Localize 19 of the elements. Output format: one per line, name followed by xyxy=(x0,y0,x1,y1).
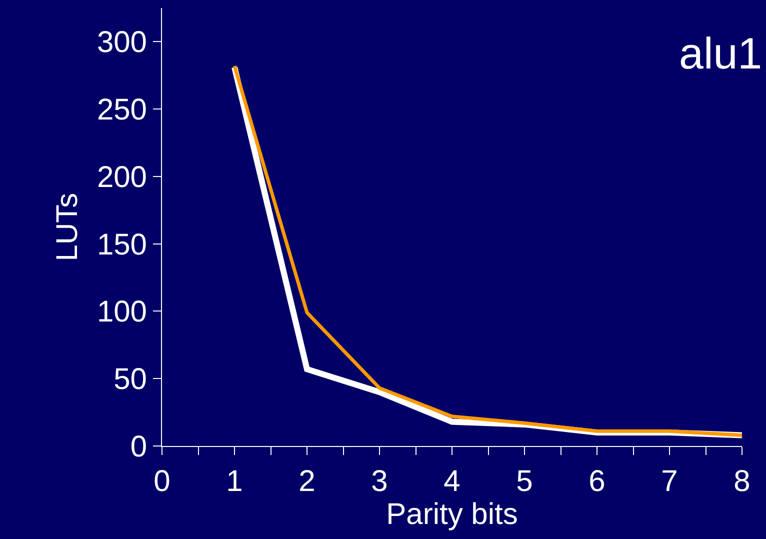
x-axis-title: Parity bits xyxy=(386,498,518,531)
x-tick-label: 7 xyxy=(661,465,678,498)
y-tick-label: 200 xyxy=(96,160,147,194)
x-tick-label: 4 xyxy=(444,465,460,498)
x-tick-label: 6 xyxy=(588,465,606,498)
x-tick-label: 1 xyxy=(226,465,243,498)
x-tick-label: 8 xyxy=(734,465,750,498)
x-tick-label: 5 xyxy=(516,465,533,498)
y-tick-label: 100 xyxy=(96,296,147,329)
y-tick-label: 0 xyxy=(130,430,147,464)
y-tick-label: 250 xyxy=(96,94,147,127)
y-tick-label: 150 xyxy=(96,228,147,262)
y-tick-label: 300 xyxy=(96,26,147,60)
y-tick-label: 50 xyxy=(114,363,147,396)
x-tick-label: 0 xyxy=(154,465,170,498)
x-tick-label: 2 xyxy=(298,465,316,498)
y-axis-title: LUTs xyxy=(50,192,84,262)
x-tick-label: 3 xyxy=(371,465,388,498)
text: alu1 xyxy=(678,30,762,79)
